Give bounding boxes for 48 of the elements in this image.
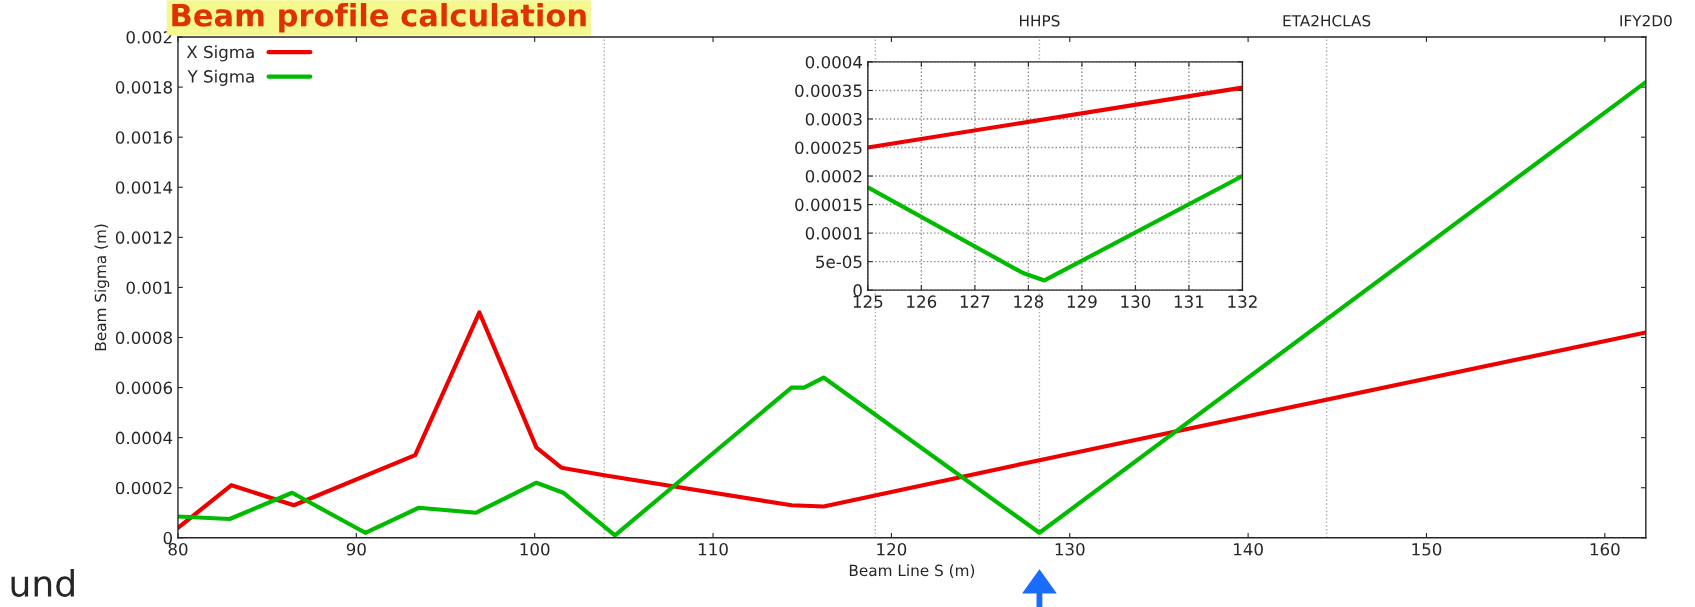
y-tick-label: 0.0012: [115, 231, 172, 244]
x-tick-label: 80: [168, 542, 188, 556]
y-tick-label: 0.0016: [115, 131, 173, 144]
chart-title: Beam profile calculation: [172, 3, 586, 33]
y-tick-label: 0.0003: [805, 112, 862, 126]
x-tick-label: 140: [1234, 542, 1263, 556]
y-tick-label: 0.0002: [115, 481, 172, 495]
line-series: [867, 173, 1243, 283]
y-tick-label: 0.0018: [115, 81, 172, 94]
legend-label: Y Sigma: [187, 69, 254, 86]
y-tick-label: 0.00025: [795, 141, 862, 155]
x-tick-label: 120: [877, 542, 907, 556]
text: und: [11, 569, 74, 597]
line-series: [177, 310, 1646, 530]
x-tick-label: 130: [1121, 295, 1151, 308]
x-tick-label: 125: [853, 295, 883, 308]
x-tick-label: 90: [346, 542, 366, 556]
y-tick-label: 0.0004: [805, 55, 863, 69]
y-tick-label: 0.0004: [115, 431, 173, 445]
x-tick-label: 129: [1067, 295, 1097, 308]
x-tick-label: 126: [907, 295, 937, 308]
y-tick-label: 0.001: [126, 281, 172, 294]
y-axis-title: Beam Sigma (m): [94, 224, 110, 351]
y-tick-label: 0: [163, 531, 173, 545]
y-tick-label: 0.0002: [805, 169, 862, 183]
x-tick-label: 128: [1014, 295, 1044, 308]
x-tick-label: 110: [698, 542, 728, 556]
x-tick-label: 160: [1590, 542, 1620, 556]
x-tick-label: 132: [1228, 295, 1257, 308]
ref-line-label: HHPS: [1019, 15, 1060, 27]
y-tick-label: 0.00015: [795, 198, 862, 212]
ref-line-label: ETA2HCLAS: [1283, 15, 1371, 27]
y-tick-label: 0: [853, 284, 862, 297]
x-tick-label: 100: [520, 542, 550, 556]
y-tick-label: 0.002: [126, 30, 172, 44]
ref-line-label: IFY2D0: [1620, 15, 1672, 27]
y-tick-label: 0.0006: [115, 381, 173, 395]
y-tick-label: 0.0014: [115, 181, 173, 194]
x-tick-label: 130: [1055, 542, 1085, 556]
x-axis-title: Beam Line S (m): [849, 564, 975, 578]
y-tick-label: 0.0008: [115, 331, 172, 345]
legend-label: X Sigma: [186, 45, 254, 62]
y-tick-label: 5e-05: [816, 255, 862, 269]
x-tick-label: 131: [1174, 295, 1204, 308]
y-tick-label: 0.0001: [805, 227, 862, 240]
x-tick-label: 150: [1412, 542, 1442, 556]
x-tick-label: 127: [960, 295, 990, 308]
y-tick-label: 0.00035: [795, 84, 862, 98]
